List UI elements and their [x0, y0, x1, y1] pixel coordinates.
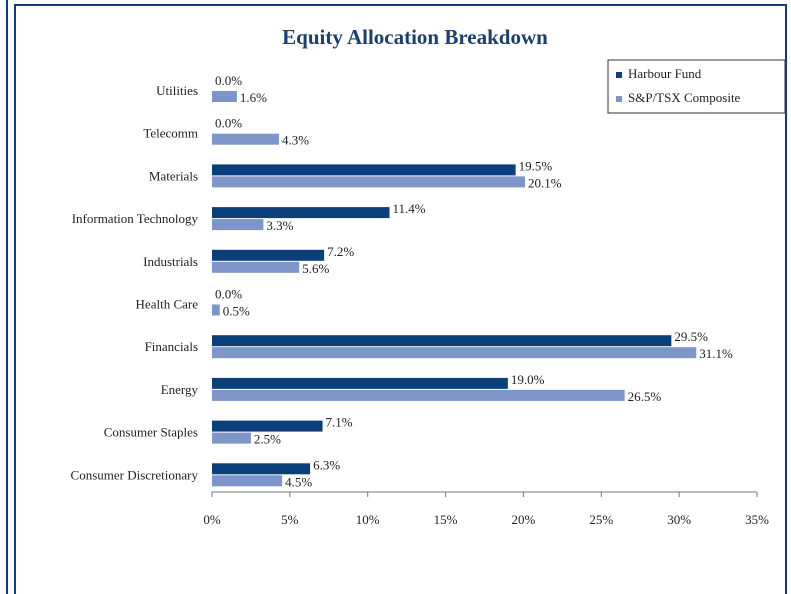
bar [212, 133, 279, 145]
bar [212, 249, 325, 261]
value-label: 3.3% [266, 218, 293, 233]
value-label: 7.1% [326, 415, 353, 430]
value-label: 20.1% [528, 175, 562, 190]
category-label: Financials [145, 339, 198, 354]
value-label: 5.6% [302, 261, 329, 276]
value-label: 0.5% [223, 303, 250, 318]
x-tick-label: 5% [281, 512, 299, 527]
category-label: Energy [161, 382, 199, 397]
chart-frame [14, 4, 787, 594]
legend-label: Harbour Fund [628, 66, 702, 81]
value-label: 19.0% [511, 372, 545, 387]
category-label: Industrials [143, 254, 198, 269]
x-tick-label: 35% [745, 512, 769, 527]
bar [212, 304, 220, 316]
value-label: 31.1% [699, 346, 733, 361]
x-tick-label: 20% [512, 512, 536, 527]
value-label: 0.0% [215, 286, 242, 301]
value-label: 0.0% [215, 73, 242, 88]
value-label: 0.0% [215, 116, 242, 131]
bar [212, 377, 508, 389]
category-label: Utilities [156, 83, 198, 98]
category-label: Consumer Staples [104, 425, 198, 440]
value-label: 6.3% [313, 457, 340, 472]
category-label: Materials [149, 168, 198, 183]
x-tick-label: 10% [356, 512, 380, 527]
legend-box [607, 59, 786, 114]
value-label: 7.2% [327, 244, 354, 259]
value-label: 29.5% [674, 329, 708, 344]
bar [212, 347, 697, 359]
bar [212, 164, 516, 176]
x-tick-label: 30% [667, 512, 691, 527]
bar [212, 219, 264, 231]
bar [212, 207, 390, 219]
value-label: 4.3% [282, 133, 309, 148]
bar [212, 475, 283, 487]
legend-swatch [616, 72, 622, 78]
value-label: 11.4% [393, 201, 426, 216]
category-label: Telecomm [143, 126, 198, 141]
value-label: 2.5% [254, 432, 281, 447]
bar [212, 261, 300, 273]
value-label: 4.5% [285, 474, 312, 489]
chart-title: Equity Allocation Breakdown [282, 25, 548, 49]
legend-label: S&P/TSX Composite [628, 90, 741, 105]
bar [212, 389, 625, 401]
bar [212, 432, 251, 444]
x-tick-label: 0% [203, 512, 221, 527]
legend-swatch [616, 96, 622, 102]
x-tick-label: 15% [434, 512, 458, 527]
bar [212, 420, 323, 432]
category-label: Information Technology [72, 211, 199, 226]
bar [212, 176, 525, 188]
value-label: 1.6% [240, 90, 267, 105]
bar [212, 335, 672, 347]
bar [212, 91, 237, 102]
value-label: 26.5% [628, 389, 662, 404]
category-label: Consumer Discretionary [71, 467, 199, 482]
bar [212, 463, 311, 475]
category-label: Health Care [136, 296, 199, 311]
x-tick-label: 25% [589, 512, 613, 527]
value-label: 19.5% [519, 158, 553, 173]
